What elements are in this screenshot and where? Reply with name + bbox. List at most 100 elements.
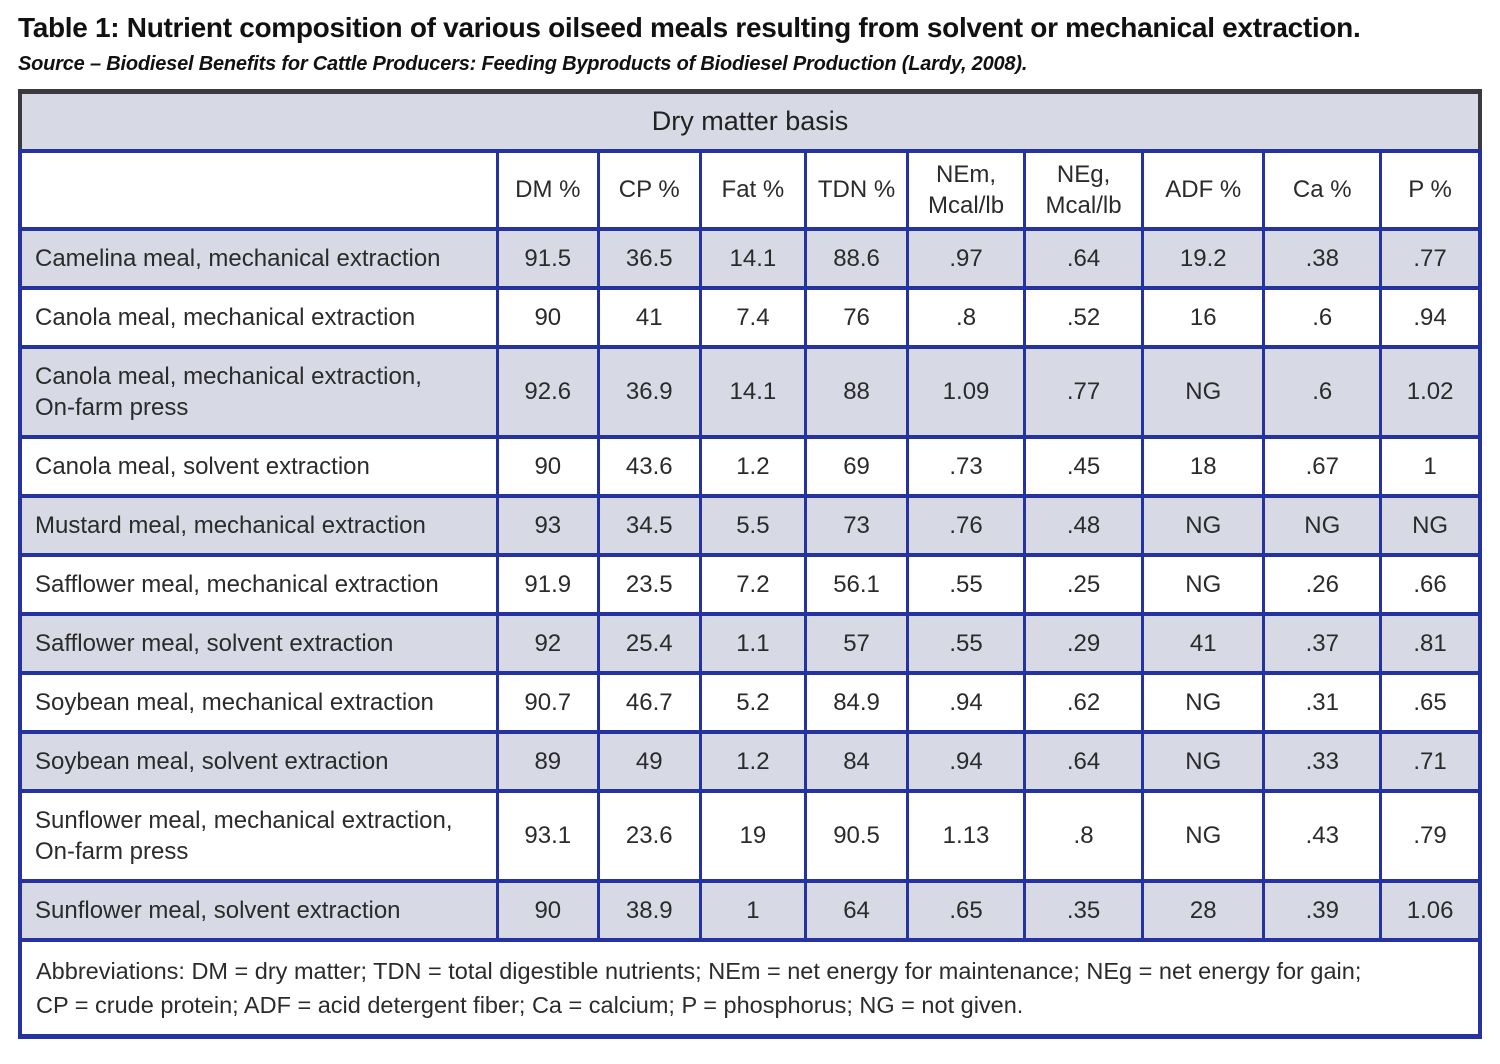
table-row: Soybean meal, solvent extraction 89 49 1… bbox=[18, 729, 1482, 793]
cell-value: 38.9 bbox=[596, 878, 702, 942]
cell-value: 28 bbox=[1141, 878, 1266, 942]
table-span-header: Dry matter basis bbox=[18, 89, 1482, 153]
cell-value: NG bbox=[1141, 788, 1266, 883]
cell-value: .94 bbox=[1379, 285, 1482, 349]
cell-value: 1.06 bbox=[1379, 878, 1482, 942]
cell-value: .97 bbox=[906, 226, 1026, 290]
cell-value: .8 bbox=[1022, 788, 1145, 883]
cell-value: 88.6 bbox=[803, 226, 910, 290]
cell-value: 23.5 bbox=[596, 552, 702, 616]
row-label: Mustard meal, mechanical extraction bbox=[18, 493, 499, 557]
cell-value: 73 bbox=[803, 493, 910, 557]
cell-value: .67 bbox=[1262, 434, 1383, 498]
cell-value: .64 bbox=[1022, 226, 1145, 290]
cell-value: .26 bbox=[1262, 552, 1383, 616]
cell-value: 1.09 bbox=[906, 344, 1026, 439]
cell-value: 5.2 bbox=[698, 670, 807, 734]
cell-value: .43 bbox=[1262, 788, 1383, 883]
cell-value: .37 bbox=[1262, 611, 1383, 675]
corner-cell bbox=[18, 148, 499, 231]
cell-value: .31 bbox=[1262, 670, 1383, 734]
cell-value: .8 bbox=[906, 285, 1026, 349]
cell-value: NG bbox=[1141, 344, 1266, 439]
table-row: Canola meal, solvent extraction 90 43.6 … bbox=[18, 434, 1482, 498]
cell-value: NG bbox=[1141, 493, 1266, 557]
cell-value: 1 bbox=[1379, 434, 1482, 498]
cell-value: .94 bbox=[906, 670, 1026, 734]
cell-value: 1.1 bbox=[698, 611, 807, 675]
row-label: Safflower meal, mechanical extraction bbox=[18, 552, 499, 616]
cell-value: NG bbox=[1262, 493, 1383, 557]
cell-value: NG bbox=[1141, 729, 1266, 793]
cell-value: 41 bbox=[1141, 611, 1266, 675]
row-label: Camelina meal, mechanical extraction bbox=[18, 226, 499, 290]
cell-value: 88 bbox=[803, 344, 910, 439]
cell-value: 19.2 bbox=[1141, 226, 1266, 290]
footnote-row: Abbreviations: DM = dry matter; TDN = to… bbox=[18, 937, 1482, 1039]
cell-value: 46.7 bbox=[596, 670, 702, 734]
cell-value: .65 bbox=[906, 878, 1026, 942]
cell-value: 41 bbox=[596, 285, 702, 349]
cell-value: 84.9 bbox=[803, 670, 910, 734]
cell-value: .48 bbox=[1022, 493, 1145, 557]
cell-value: 1 bbox=[698, 878, 807, 942]
table-row: Sunflower meal, mechanical extraction, O… bbox=[18, 788, 1482, 883]
cell-value: 64 bbox=[803, 878, 910, 942]
cell-value: .52 bbox=[1022, 285, 1145, 349]
table-row: Camelina meal, mechanical extraction 91.… bbox=[18, 226, 1482, 290]
row-label: Canola meal, mechanical extraction, On-f… bbox=[18, 344, 499, 439]
row-label: Safflower meal, solvent extraction bbox=[18, 611, 499, 675]
cell-value: 84 bbox=[803, 729, 910, 793]
cell-value: 91.9 bbox=[495, 552, 600, 616]
cell-value: NG bbox=[1141, 552, 1266, 616]
cell-value: 90 bbox=[495, 878, 600, 942]
column-header-cp: CP % bbox=[596, 148, 702, 231]
cell-value: 91.5 bbox=[495, 226, 600, 290]
cell-value: 89 bbox=[495, 729, 600, 793]
column-header-neg: NEg, Mcal/lb bbox=[1022, 148, 1145, 231]
cell-value: 34.5 bbox=[596, 493, 702, 557]
cell-value: .25 bbox=[1022, 552, 1145, 616]
cell-value: .65 bbox=[1379, 670, 1482, 734]
cell-value: NG bbox=[1379, 493, 1482, 557]
cell-value: .39 bbox=[1262, 878, 1383, 942]
cell-value: 56.1 bbox=[803, 552, 910, 616]
cell-value: .29 bbox=[1022, 611, 1145, 675]
cell-value: 1.02 bbox=[1379, 344, 1482, 439]
cell-value: .77 bbox=[1022, 344, 1145, 439]
table-row: Canola meal, mechanical extraction, On-f… bbox=[18, 344, 1482, 439]
cell-value: .6 bbox=[1262, 285, 1383, 349]
table-row: Mustard meal, mechanical extraction 93 3… bbox=[18, 493, 1482, 557]
row-label: Soybean meal, mechanical extraction bbox=[18, 670, 499, 734]
cell-value: 7.2 bbox=[698, 552, 807, 616]
cell-value: 93.1 bbox=[495, 788, 600, 883]
cell-value: 14.1 bbox=[698, 344, 807, 439]
cell-value: .73 bbox=[906, 434, 1026, 498]
page: Table 1: Nutrient composition of various… bbox=[18, 12, 1482, 1039]
cell-value: 92 bbox=[495, 611, 600, 675]
cell-value: .55 bbox=[906, 552, 1026, 616]
cell-value: 43.6 bbox=[596, 434, 702, 498]
column-header-tdn: TDN % bbox=[803, 148, 910, 231]
cell-value: 19 bbox=[698, 788, 807, 883]
cell-value: 90.7 bbox=[495, 670, 600, 734]
column-header-p: P % bbox=[1379, 148, 1482, 231]
column-header-ca: Ca % bbox=[1262, 148, 1383, 231]
cell-value: 7.4 bbox=[698, 285, 807, 349]
table-row: Sunflower meal, solvent extraction 90 38… bbox=[18, 878, 1482, 942]
cell-value: 90.5 bbox=[803, 788, 910, 883]
row-label: Canola meal, mechanical extraction bbox=[18, 285, 499, 349]
cell-value: .62 bbox=[1022, 670, 1145, 734]
cell-value: .45 bbox=[1022, 434, 1145, 498]
table-row: Safflower meal, solvent extraction 92 25… bbox=[18, 611, 1482, 675]
cell-value: 1.2 bbox=[698, 729, 807, 793]
column-header-adf: ADF % bbox=[1141, 148, 1266, 231]
column-header-row: DM % CP % Fat % TDN % NEm, Mcal/lb NEg, … bbox=[18, 148, 1482, 231]
cell-value: .38 bbox=[1262, 226, 1383, 290]
table-row: Safflower meal, mechanical extraction 91… bbox=[18, 552, 1482, 616]
cell-value: .79 bbox=[1379, 788, 1482, 883]
cell-value: 49 bbox=[596, 729, 702, 793]
row-label: Soybean meal, solvent extraction bbox=[18, 729, 499, 793]
cell-value: 1.2 bbox=[698, 434, 807, 498]
cell-value: 1.13 bbox=[906, 788, 1026, 883]
